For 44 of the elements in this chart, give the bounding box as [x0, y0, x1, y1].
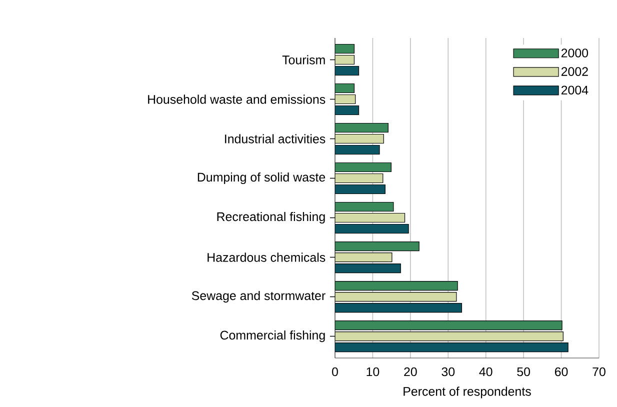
bar — [335, 331, 564, 342]
bar — [335, 302, 462, 313]
x-tick-label: 40 — [479, 367, 492, 376]
y-tick-label: Household waste and emissions — [148, 94, 326, 104]
bar — [335, 144, 380, 155]
bar — [335, 224, 409, 234]
bar — [335, 83, 355, 94]
x-tick-label: 60 — [554, 367, 568, 376]
y-tick-label: Sewage and stormwater — [192, 290, 326, 303]
bar — [335, 252, 392, 262]
y-tick-label: Industrial activities — [225, 134, 326, 144]
bar — [335, 44, 355, 54]
bar — [335, 212, 406, 223]
y-tick-label: Tourism — [282, 55, 325, 64]
bar — [335, 184, 386, 194]
bar — [335, 342, 568, 352]
legend-label: 2000 — [561, 48, 588, 58]
x-tick-label: 10 — [366, 367, 380, 376]
y-tick-label: Dumping of solid waste — [198, 172, 326, 184]
x-tick-label: 30 — [442, 367, 455, 376]
legend-label: 2002 — [561, 67, 588, 76]
y-tick-label: Recreational fishing — [217, 212, 325, 224]
y-tick-label: Commercial fishing — [220, 330, 325, 342]
bar — [335, 162, 392, 172]
bar — [335, 241, 420, 252]
bar — [335, 122, 388, 133]
legend-label: 2004 — [561, 86, 588, 95]
bar — [335, 94, 356, 104]
bar — [335, 202, 394, 212]
bar — [335, 320, 562, 330]
x-tick-label: 20 — [404, 367, 417, 376]
bar — [335, 173, 384, 184]
bar — [335, 105, 360, 116]
bar — [335, 134, 384, 144]
x-tick-label: 0 — [332, 367, 338, 376]
bar — [335, 280, 458, 291]
bar — [335, 66, 360, 76]
y-tick-label: Hazardous chemicals — [208, 252, 326, 262]
x-tick-label: 70 — [592, 367, 606, 376]
bar — [335, 54, 355, 65]
x-axis-title: Percent of respondents — [404, 386, 531, 398]
bar — [335, 292, 457, 302]
bar — [335, 263, 401, 274]
x-tick-label: 50 — [517, 367, 530, 376]
